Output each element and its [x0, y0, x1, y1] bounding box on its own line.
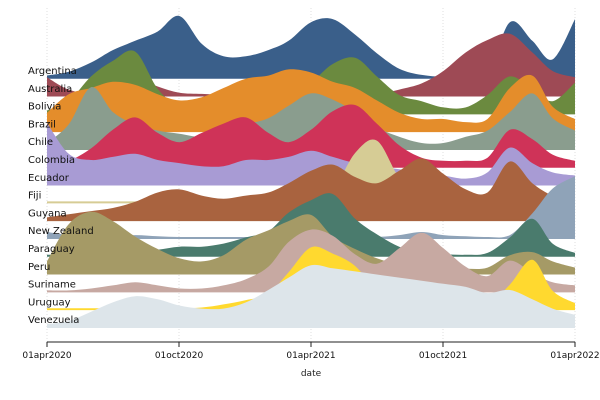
- ridge-series: [47, 15, 575, 328]
- ridge-australia: [47, 33, 575, 96]
- series-label-australia: Australia: [28, 84, 72, 95]
- series-label-venezuela: Venezuela: [28, 315, 79, 326]
- x-axis-ticks: 01apr2020 01oct2020 01apr2021 01oct2021 01ap…: [22, 342, 600, 361]
- series-label-bolivia: Bolivia: [28, 102, 61, 113]
- ridge-argentina: [47, 15, 575, 80]
- series-label-peru: Peru: [28, 262, 50, 273]
- series-label-brazil: Brazil: [28, 119, 56, 130]
- series-label-argentina: Argentina: [28, 66, 77, 77]
- x-tick-label: 01oct2020: [155, 351, 204, 361]
- x-tick-label: 01oct2021: [419, 351, 467, 361]
- x-axis-title: date: [301, 369, 322, 379]
- series-label-paraguay: Paraguay: [28, 244, 75, 255]
- ridge-guyana: [47, 158, 575, 221]
- series-label-colombia: Colombia: [28, 155, 75, 166]
- x-tick-label: 01apr2022: [550, 351, 599, 361]
- ridge-colombia: [47, 104, 575, 167]
- ridge-chile: [47, 87, 575, 150]
- x-tick-label: 01apr2021: [286, 351, 335, 361]
- ridge-venezuela: [47, 264, 575, 328]
- series-label-ecuador: Ecuador: [28, 173, 70, 184]
- series-label-suriname: Suriname: [28, 280, 76, 291]
- series-labels: Argentina Australia Bolivia Brazil Chile Colo…: [28, 66, 94, 326]
- series-label-uruguay: Uruguay: [28, 297, 71, 308]
- series-label-fiji: Fiji: [28, 191, 41, 202]
- ridge-ecuador: [47, 122, 575, 185]
- series-label-guyana: Guyana: [28, 208, 67, 219]
- series-label-chile: Chile: [28, 137, 53, 148]
- series-label-new-zealand: New Zealand: [28, 226, 94, 237]
- x-tick-label: 01apr2020: [22, 351, 72, 361]
